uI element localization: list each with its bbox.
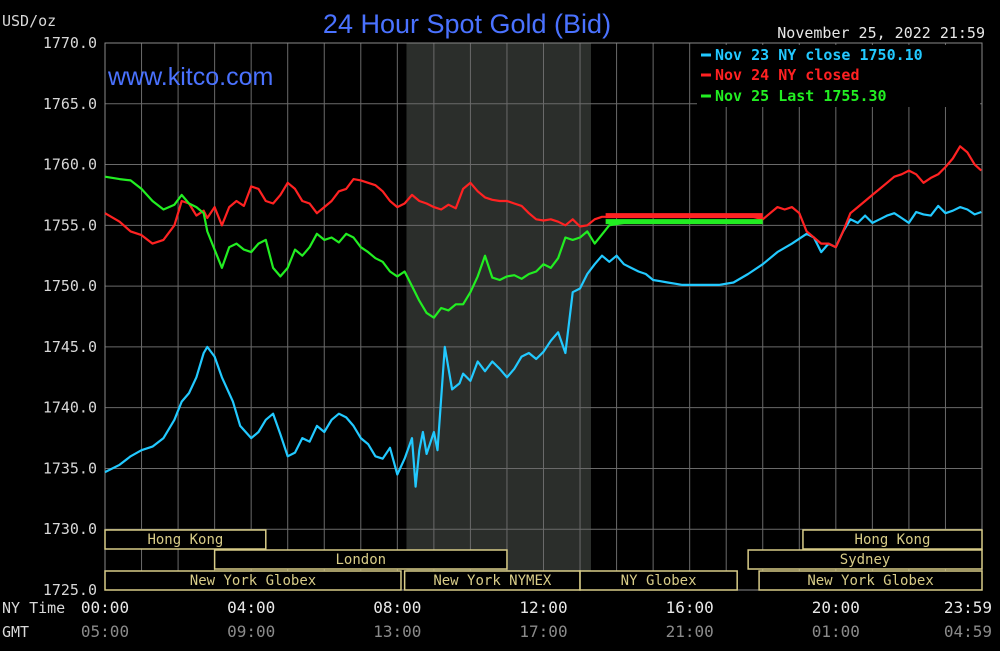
shaded-period-layer bbox=[406, 43, 592, 590]
session-label: NY Globex bbox=[621, 573, 697, 589]
legend-box bbox=[697, 45, 980, 107]
x-tick-label: 13:00 bbox=[373, 622, 421, 641]
x-row-label: GMT bbox=[2, 623, 29, 641]
session-label: Hong Kong bbox=[855, 532, 931, 548]
session-bar bbox=[104, 529, 267, 550]
nymex-shaded-period bbox=[406, 43, 592, 590]
series-line-2 bbox=[104, 175, 762, 319]
y-tick-labels: 1770.0 1765.0 1760.0 1755.0 1750.0 1745.0 1740… bbox=[43, 34, 97, 599]
session-bar bbox=[579, 570, 738, 591]
session-label: New York NYMEX bbox=[433, 573, 552, 589]
session-bar bbox=[213, 549, 508, 570]
y-tick-label: 1760.0 bbox=[43, 156, 97, 174]
x-tick-label: 09:00 bbox=[227, 622, 275, 641]
grid-layer bbox=[104, 42, 983, 591]
x-tick-label: 23:59 bbox=[944, 598, 992, 617]
x-tick-label: 04:00 bbox=[227, 598, 275, 617]
x-tick-label: 20:00 bbox=[812, 598, 860, 617]
legend-entry-nov24: Nov 24 NY closed bbox=[715, 66, 860, 84]
x-tick-label: 21:00 bbox=[666, 622, 714, 641]
x-row-label: NY Time bbox=[2, 599, 65, 617]
y-tick-label: 1725.0 bbox=[43, 581, 97, 599]
session-bar bbox=[758, 570, 983, 591]
session-label: Hong Kong bbox=[147, 532, 223, 548]
series-line-0 bbox=[104, 204, 982, 488]
x-tick-label: 01:00 bbox=[812, 622, 860, 641]
session-bar bbox=[802, 529, 983, 550]
y-tick-label: 1750.0 bbox=[43, 277, 97, 295]
chart-title: 24 Hour Spot Gold (Bid) bbox=[323, 9, 611, 39]
y-tick-label: 1745.0 bbox=[43, 338, 97, 356]
y-tick-label: 1740.0 bbox=[43, 399, 97, 417]
series-line-1 bbox=[104, 145, 983, 249]
y-axis-label: USD/oz bbox=[2, 12, 56, 30]
x-tick-label: 17:00 bbox=[519, 622, 567, 641]
series-layer bbox=[104, 145, 983, 488]
session-label: New York Globex bbox=[807, 573, 933, 589]
session-bars-layer: Hong Kong Hong Kong London Sydney New York G… bbox=[104, 529, 983, 591]
x-tick-labels: NY Time 00:00 04:00 08:00 12:00 16:00 20:00 23:… bbox=[2, 598, 992, 641]
y-tick-label: 1770.0 bbox=[43, 34, 97, 52]
session-bar bbox=[747, 549, 983, 570]
x-tick-label: 00:00 bbox=[81, 598, 129, 617]
x-tick-label: 12:00 bbox=[519, 598, 567, 617]
x-tick-label: 16:00 bbox=[666, 598, 714, 617]
session-label: Sydney bbox=[840, 552, 891, 568]
x-tick-label: 05:00 bbox=[81, 622, 129, 641]
x-tick-label: 04:59 bbox=[944, 622, 992, 641]
y-tick-label: 1765.0 bbox=[43, 95, 97, 113]
y-tick-label: 1730.0 bbox=[43, 520, 97, 538]
legend-entry-nov25: Nov 25 Last 1755.30 bbox=[715, 87, 887, 105]
session-label: New York Globex bbox=[190, 573, 316, 589]
legend: Nov 23 NY close 1750.10 Nov 24 NY closed… bbox=[697, 45, 980, 107]
y-tick-label: 1755.0 bbox=[43, 216, 97, 234]
legend-entry-nov23: Nov 23 NY close 1750.10 bbox=[715, 46, 923, 64]
session-bar bbox=[104, 570, 402, 591]
chart-timestamp: November 25, 2022 21:59 bbox=[777, 24, 985, 42]
session-label: London bbox=[336, 552, 387, 568]
y-tick-label: 1735.0 bbox=[43, 459, 97, 477]
kitco-watermark: www.kitco.com bbox=[107, 63, 273, 91]
x-tick-label: 08:00 bbox=[373, 598, 421, 617]
